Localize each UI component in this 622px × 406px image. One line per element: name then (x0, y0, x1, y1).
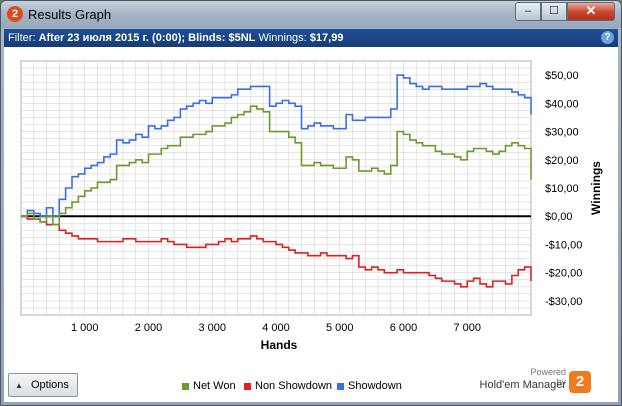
title-bar[interactable]: 2 Results Graph – ☐ ✕ (1, 1, 621, 28)
maximize-button[interactable]: ☐ (541, 2, 567, 21)
legend-label-showdown: Showdown (348, 380, 402, 392)
legend-swatch-showdown (337, 382, 344, 390)
expand-up-icon: ▲ (15, 381, 23, 390)
help-icon[interactable]: ? (601, 31, 614, 44)
x-tick-label: 3 000 (198, 322, 226, 334)
legend-showdown: Showdown (337, 380, 402, 392)
options-label: Options (30, 379, 69, 391)
hm2-app-icon: 2 (7, 6, 23, 22)
series-line-net-won (21, 105, 532, 226)
legend-non-showdown: Non Showdown (244, 380, 332, 392)
results-chart: 1 000 2 000 3 000 4 000 5 000 6 000 7 000 $50,0… (20, 60, 603, 352)
x-tick-label: 7 000 (453, 322, 481, 334)
x-tick-label: 2 000 (135, 322, 163, 334)
y-tick-label: $0,00 (545, 211, 573, 223)
filter-blinds-value: $5NL (228, 32, 256, 44)
x-tick-label: 5 000 (326, 322, 354, 334)
filter-blinds-label: Blinds: (188, 32, 226, 44)
filter-label: Filter: (8, 32, 36, 44)
filter-bar: Filter: After 23 июля 2015 г. (0:00); Bl… (4, 29, 618, 47)
minimize-button[interactable]: – (515, 2, 541, 21)
y-tick-label: -$30,00 (545, 296, 582, 308)
hm2-logo: 2 (569, 371, 591, 393)
x-tick-label: 4 000 (262, 322, 290, 334)
filter-winnings-label: Winnings: (258, 32, 307, 44)
legend-label-net-won: Net Won (193, 380, 236, 392)
graph-panel: 1 000 2 000 3 000 4 000 5 000 6 000 7 000 $50,0… (4, 47, 618, 402)
close-button[interactable]: ✕ (567, 2, 615, 21)
legend-swatch-net-won (182, 382, 189, 390)
brand-name: Hold'em Manager (479, 379, 566, 391)
series-line-non-showdown (21, 215, 532, 288)
y-tick-label: $10,00 (545, 183, 579, 195)
legend-swatch-non-showdown (244, 382, 251, 390)
x-axis-label: Hands (261, 338, 298, 352)
y-tick-label: $50,00 (545, 70, 579, 82)
x-tick-label: 1 000 (71, 322, 99, 334)
y-axis-label: Winnings (589, 161, 603, 215)
filter-date: After 23 июля 2015 г. (0:00); (38, 32, 186, 44)
y-tick-label: -$20,00 (545, 268, 582, 280)
options-button[interactable]: ▲ Options (8, 373, 78, 397)
y-tick-label: $20,00 (545, 155, 579, 167)
legend-net-won: Net Won (182, 380, 236, 392)
y-tick-label: $40,00 (545, 98, 579, 110)
y-tick-label: $30,00 (545, 127, 579, 139)
series-line-showdown (21, 74, 532, 218)
y-tick-label: -$10,00 (545, 239, 582, 251)
window-title: Results Graph (28, 7, 112, 22)
powered-by-text: Powered by (530, 367, 566, 387)
filter-winnings-value: $17,99 (309, 32, 344, 44)
x-tick-label: 6 000 (390, 322, 418, 334)
legend-label-non-showdown: Non Showdown (255, 380, 333, 392)
